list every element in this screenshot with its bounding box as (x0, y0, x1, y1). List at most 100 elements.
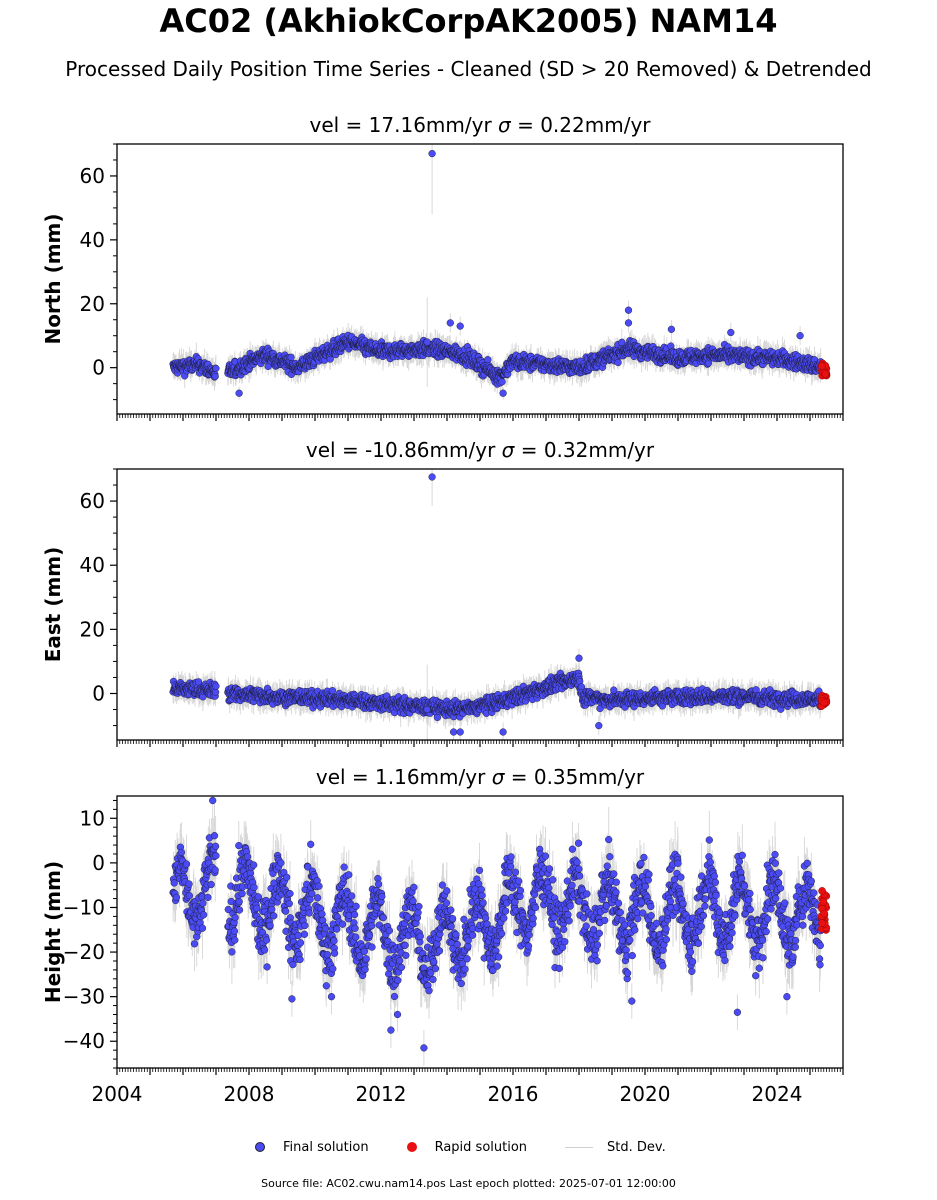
final-solution-point (423, 338, 431, 346)
panel-east: vel = -10.86mm/yr σ = 0.32mm/yr East (mm)… (41, 438, 844, 747)
panel-sigma: = 0.22mm/yr (511, 113, 652, 137)
final-solution-point (235, 906, 244, 914)
final-solution-point (287, 353, 295, 361)
final-solution-point (283, 873, 291, 881)
final-solution-point (268, 905, 276, 914)
y-tick-label: 0 (92, 356, 105, 380)
rapid-solution-point (817, 362, 826, 370)
final-solution-point (286, 889, 294, 898)
final-solution-point (204, 893, 212, 902)
final-solution-point (313, 894, 322, 902)
final-solution-point (350, 910, 359, 919)
final-solution-point (333, 925, 341, 933)
final-solution-point (404, 913, 412, 921)
final-solution-point (394, 976, 402, 985)
final-solution-point (409, 897, 417, 905)
final-solution-point (351, 924, 359, 932)
final-solution-point (235, 898, 243, 906)
final-solution-point (416, 932, 424, 940)
final-solution-point (212, 364, 220, 373)
final-solution-point (390, 992, 399, 1001)
final-solution-point (448, 915, 457, 923)
final-solution-point (361, 965, 369, 974)
final-solution-point (348, 892, 356, 900)
final-solution-point (428, 149, 436, 158)
final-solution-point (385, 926, 394, 935)
final-solution-point (266, 921, 274, 930)
final-solution-point (296, 939, 305, 947)
y-axis-label: Height (mm) (41, 861, 65, 1003)
final-solution-point (378, 892, 386, 901)
final-solution-point (456, 322, 464, 330)
final-solution-point (262, 936, 271, 944)
final-solution-point (727, 328, 735, 337)
final-solution-point (228, 948, 236, 956)
sigma-symbol: σ (498, 113, 512, 137)
final-solution-point (379, 913, 387, 922)
final-solution-point (796, 332, 804, 340)
final-solution-point (442, 899, 451, 907)
final-solution-point (211, 842, 220, 850)
final-solution-point (595, 721, 603, 730)
y-tick-label: 60 (80, 489, 105, 513)
final-solution-point (452, 931, 460, 939)
final-solution-point (433, 713, 442, 722)
final-solution-point (308, 889, 316, 898)
final-solution-point (318, 910, 326, 918)
series-rapid (817, 691, 831, 710)
final-solution-point (211, 372, 219, 381)
final-solution-point (305, 909, 313, 917)
series-final (169, 469, 831, 740)
final-solution-point (499, 728, 507, 736)
final-solution-point (468, 931, 477, 939)
final-solution-point (402, 951, 410, 960)
final-solution-point (447, 922, 455, 931)
panel-sigma: = 0.32mm/yr (514, 438, 655, 462)
final-solution-point (170, 879, 178, 887)
final-solution-point (296, 955, 304, 964)
rapid-solution-point (821, 370, 830, 378)
final-solution-point (624, 319, 633, 327)
panel-velocity: vel = -10.86mm/yr (306, 438, 502, 462)
final-solution-point (243, 853, 252, 861)
final-solution-point (614, 358, 622, 367)
final-solution-point (231, 936, 239, 944)
series-final (169, 144, 831, 400)
final-solution-point (250, 861, 258, 869)
final-solution-point (190, 940, 199, 948)
series-final (169, 796, 831, 1066)
final-solution-point (428, 473, 436, 481)
final-solution-point (345, 871, 353, 879)
panel-title: vel = 17.16mm/yr σ = 0.22mm/yr (310, 113, 652, 137)
final-solution-point (330, 937, 338, 945)
final-solution-point (575, 654, 583, 662)
final-solution-point (330, 949, 339, 957)
final-solution-point (252, 904, 261, 912)
final-solution-point (368, 943, 376, 951)
final-solution-point (624, 306, 633, 314)
panel-north: vel = 17.16mm/yr σ = 0.22mm/yr North (mm)… (41, 113, 844, 421)
final-solution-point (301, 921, 309, 930)
final-solution-point (315, 882, 323, 890)
panel-velocity: vel = 1.16mm/yr (316, 765, 492, 789)
panel-height: vel = 1.16mm/yr σ = 0.35mm/yr Height (mm)… (41, 765, 844, 1106)
final-solution-point (475, 866, 484, 875)
final-solution-point (230, 927, 239, 935)
final-solution-point (395, 957, 404, 965)
final-solution-point (667, 325, 676, 333)
final-solution-point (479, 899, 487, 907)
final-solution-point (431, 964, 440, 973)
final-solution-point (414, 908, 422, 917)
final-solution-point (254, 893, 263, 901)
y-tick-label: 40 (80, 228, 105, 252)
final-solution-point (401, 941, 409, 949)
final-solution-point (338, 920, 347, 928)
final-solution-point (498, 378, 506, 386)
y-axis-label: East (mm) (41, 547, 65, 663)
final-solution-point (447, 906, 455, 914)
final-solution-point (499, 389, 507, 397)
y-tick-label: 40 (80, 553, 105, 577)
final-solution-point (285, 899, 293, 908)
panel-title: vel = 1.16mm/yr σ = 0.35mm/yr (316, 765, 645, 789)
